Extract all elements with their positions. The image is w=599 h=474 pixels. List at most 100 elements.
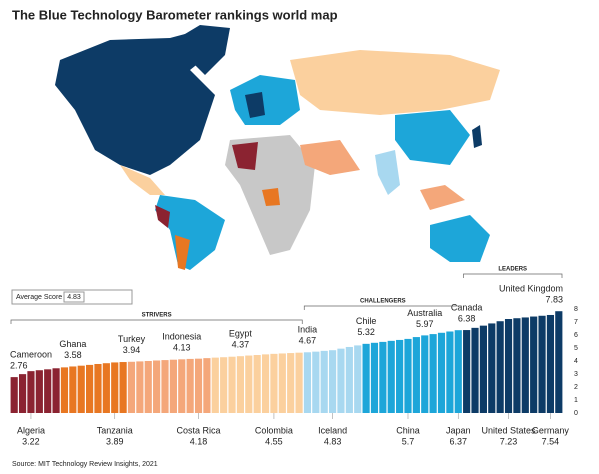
category-label: United States: [482, 425, 537, 435]
average-label: Average Score: [16, 294, 62, 301]
bar: [404, 338, 412, 413]
russia: [290, 50, 500, 115]
bar: [429, 334, 437, 413]
bar: [504, 319, 513, 413]
value-label: 7.23: [500, 436, 518, 446]
category-label: Japan: [446, 425, 471, 435]
world-map: [55, 25, 500, 270]
bar: [10, 377, 18, 413]
category-label: Algeria: [17, 425, 45, 435]
bar: [471, 327, 479, 413]
bar: [220, 357, 228, 413]
category-label: Cameroon: [10, 349, 52, 359]
value-label: 5.7: [402, 436, 415, 446]
bar: [236, 356, 245, 413]
y-tick-label: 6: [574, 332, 578, 339]
peru: [155, 205, 170, 228]
value-label: 4.67: [299, 336, 317, 346]
central-america: [120, 165, 165, 195]
category-label: Ghana: [59, 339, 86, 349]
bar: [387, 340, 395, 413]
bar: [18, 374, 27, 413]
bar: [94, 363, 102, 413]
argentina: [175, 235, 190, 270]
europe: [230, 75, 300, 125]
western-europe: [245, 92, 265, 118]
bar: [530, 316, 538, 413]
value-label: 3.22: [22, 436, 40, 446]
y-tick-label: 3: [574, 371, 578, 378]
bar: [521, 317, 529, 413]
y-tick-label: 4: [574, 358, 578, 365]
bar: [446, 331, 454, 413]
china: [395, 110, 470, 165]
bar: [261, 354, 270, 413]
value-label: 4.37: [232, 340, 250, 350]
category-label: United Kingdom: [499, 284, 563, 294]
category-label: India: [298, 325, 318, 335]
value-label: 7.83: [545, 295, 563, 305]
group-label: LEADERS: [498, 267, 527, 273]
y-tick-label: 0: [574, 410, 578, 417]
bar: [86, 364, 94, 413]
australia: [430, 215, 490, 262]
bar: [203, 358, 211, 413]
bar: [328, 350, 337, 413]
bar: [496, 321, 504, 413]
category-label: Costa Rica: [177, 425, 221, 435]
value-label: 4.55: [265, 436, 283, 446]
bar: [153, 360, 161, 413]
value-label: 4.18: [190, 436, 208, 446]
greenland: [175, 25, 230, 75]
bar: [454, 330, 462, 413]
bar: [270, 353, 278, 413]
value-label: 3.89: [106, 436, 124, 446]
bar: [354, 345, 362, 413]
bar: [161, 360, 169, 413]
group-label: STRIVERS: [142, 313, 172, 319]
value-label: 6.37: [449, 436, 467, 446]
bar: [379, 341, 387, 413]
bar: [60, 367, 69, 413]
value-label: 7.54: [542, 436, 560, 446]
category-label: Iceland: [318, 425, 347, 435]
bar: [396, 339, 404, 413]
category-label: Colombia: [255, 425, 293, 435]
india: [375, 150, 400, 195]
value-label: 4.13: [173, 343, 191, 353]
japan: [472, 125, 482, 148]
bar: [295, 352, 303, 413]
bar: [287, 353, 295, 413]
category-label: Australia: [407, 308, 442, 318]
bar: [253, 355, 261, 413]
bar: [111, 362, 119, 413]
category-label: Germany: [532, 425, 570, 435]
bar: [77, 365, 85, 413]
bar: [488, 323, 496, 413]
group-bracket: [10, 319, 303, 324]
bar: [119, 362, 127, 413]
bar: [421, 335, 429, 413]
value-label: 5.32: [357, 327, 375, 337]
y-tick-label: 8: [574, 306, 578, 313]
bar: [35, 370, 43, 413]
value-label: 4.83: [324, 436, 342, 446]
bar: [245, 355, 253, 413]
bar: [345, 346, 353, 413]
bar: [538, 315, 546, 413]
bar: [52, 368, 60, 413]
y-tick-label: 2: [574, 384, 578, 391]
group-label: CHALLENGERS: [360, 299, 406, 305]
source: Source: MIT Technology Review Insights, …: [12, 461, 158, 468]
bar: [127, 361, 136, 413]
bar: [186, 358, 194, 413]
bar: [194, 358, 203, 413]
bar: [370, 342, 379, 413]
bar: [513, 318, 521, 413]
southeast-asia: [420, 185, 465, 210]
bar: [228, 356, 236, 413]
bar: [479, 325, 487, 413]
bar: [463, 330, 471, 413]
category-label: Chile: [356, 316, 377, 326]
